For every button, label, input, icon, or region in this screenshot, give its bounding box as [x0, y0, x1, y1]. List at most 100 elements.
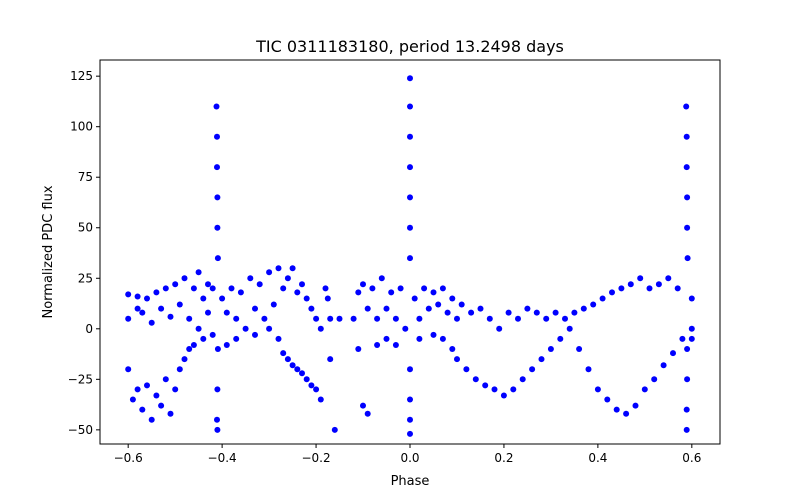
data-point — [632, 402, 639, 409]
data-point — [195, 325, 202, 332]
data-point — [355, 289, 362, 296]
data-point — [228, 285, 235, 292]
y-tick-label: 0 — [85, 322, 93, 336]
data-point — [275, 265, 282, 272]
data-point — [684, 255, 691, 262]
data-point — [463, 366, 470, 373]
data-point — [176, 301, 183, 308]
data-point — [125, 291, 132, 298]
data-point — [421, 285, 428, 292]
data-point — [449, 346, 456, 352]
data-point — [209, 331, 216, 338]
data-point — [477, 305, 484, 312]
data-point — [284, 275, 291, 282]
data-point — [683, 426, 690, 433]
data-point — [684, 224, 691, 231]
data-point — [167, 313, 174, 320]
data-point — [383, 305, 390, 312]
data-point — [148, 319, 155, 326]
data-point — [205, 281, 211, 288]
data-point — [256, 281, 263, 288]
data-point — [144, 382, 150, 389]
data-point — [162, 285, 169, 292]
data-point — [125, 366, 132, 373]
data-point — [407, 224, 413, 231]
data-point — [683, 164, 690, 171]
x-tick-label: 0.6 — [682, 451, 701, 465]
data-point — [618, 285, 625, 292]
data-point — [683, 406, 690, 413]
data-point — [190, 285, 197, 292]
data-point — [134, 305, 141, 312]
data-point — [233, 315, 240, 322]
data-point — [374, 315, 381, 322]
data-point — [266, 269, 273, 276]
data-point — [505, 309, 512, 316]
x-tick-label: 0.2 — [494, 451, 513, 465]
data-point — [491, 386, 498, 393]
y-tick-label: 125 — [70, 69, 93, 83]
y-tick-label: 75 — [78, 170, 93, 184]
data-point — [407, 416, 413, 423]
data-point — [327, 315, 334, 322]
data-point — [172, 386, 179, 393]
data-point — [613, 406, 620, 413]
y-axis-label: Normalized PDC flux — [41, 185, 56, 318]
data-point — [289, 265, 296, 272]
data-point — [486, 315, 493, 322]
data-point — [594, 386, 601, 393]
data-point — [134, 293, 141, 300]
data-point — [219, 295, 226, 302]
data-point — [214, 426, 221, 433]
data-point — [200, 295, 207, 302]
data-point — [223, 309, 230, 316]
data-point — [252, 331, 258, 338]
data-point — [223, 342, 230, 348]
data-point — [392, 315, 399, 322]
data-point — [402, 325, 409, 332]
data-point — [407, 255, 413, 262]
data-point — [449, 295, 456, 302]
data-point — [416, 315, 423, 322]
data-point — [684, 376, 691, 383]
data-point — [524, 305, 531, 312]
data-point — [392, 342, 399, 348]
x-axis-ticks: −0.6 −0.4 −0.2 0.0 0.2 0.4 0.6 — [114, 444, 701, 465]
data-point — [637, 275, 644, 282]
data-point — [439, 285, 446, 292]
data-point — [247, 275, 254, 282]
data-point — [252, 305, 258, 312]
data-point — [571, 309, 578, 316]
data-point — [407, 133, 413, 140]
data-point — [557, 335, 564, 342]
data-point — [195, 269, 202, 276]
data-point — [153, 392, 160, 399]
data-point — [439, 335, 446, 342]
data-point — [688, 325, 695, 332]
data-point — [369, 285, 376, 292]
data-point — [308, 305, 315, 312]
data-point — [327, 356, 334, 363]
data-point — [214, 224, 221, 231]
data-point — [129, 396, 136, 403]
data-point — [275, 335, 282, 342]
data-point — [214, 416, 220, 423]
data-point — [317, 396, 324, 403]
data-point — [364, 410, 371, 417]
data-point — [435, 301, 442, 308]
data-point — [144, 295, 150, 302]
x-tick-label: −0.2 — [301, 451, 330, 465]
data-point — [684, 346, 691, 352]
y-axis-ticks: −50 −25 0 25 50 75 100 125 — [68, 69, 100, 437]
data-point — [482, 382, 489, 389]
data-point — [684, 194, 691, 201]
data-point — [158, 402, 165, 409]
data-point — [313, 315, 320, 322]
data-point — [444, 309, 451, 316]
data-point — [214, 133, 220, 140]
data-point — [688, 295, 695, 302]
data-point — [407, 194, 413, 201]
data-point — [623, 410, 630, 417]
data-point — [604, 396, 611, 403]
